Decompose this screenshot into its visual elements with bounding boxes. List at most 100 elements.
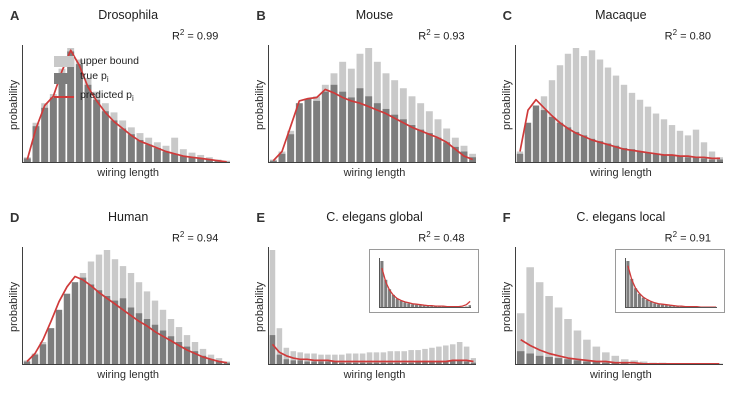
panel-header: B Mouse — [254, 8, 480, 28]
histogram-plot — [22, 45, 230, 163]
bar-upper-bound — [380, 352, 387, 364]
bar-true-pi — [468, 305, 471, 307]
bar-true-pi — [540, 110, 547, 162]
legend-item-predicted-pi: predicted pi — [54, 89, 139, 105]
bar-upper-bound — [564, 53, 571, 162]
bar-true-pi — [395, 298, 399, 307]
bar-upper-bound — [676, 130, 683, 162]
r2-label: R2 = 0.99 — [171, 28, 219, 43]
bar-true-pi — [175, 342, 183, 364]
plot-area: upper bound true pi predicted pi — [22, 45, 234, 165]
bar-true-pi — [215, 361, 223, 364]
bar-upper-bound — [394, 351, 401, 364]
bar-true-pi — [223, 161, 230, 162]
bar-true-pi — [554, 358, 562, 364]
bar-upper-bound — [636, 99, 643, 162]
bar-true-pi — [270, 335, 276, 364]
bar-upper-bound — [684, 135, 691, 162]
x-axis-label: wiring length — [97, 369, 160, 381]
panel-title-celegans-global: C. elegans global — [326, 210, 423, 224]
x-axis-label: wiring length — [343, 369, 406, 381]
bar-true-pi — [41, 107, 49, 162]
bar-true-pi — [620, 148, 627, 162]
bar-true-pi — [403, 302, 407, 307]
predicted-pi-line — [518, 98, 720, 160]
bar-true-pi — [686, 363, 695, 364]
plot-area — [268, 247, 480, 367]
bar-true-pi — [339, 362, 345, 364]
plot-row: probability — [501, 247, 727, 367]
bar-true-pi — [648, 363, 657, 364]
bar-true-pi — [649, 301, 653, 307]
bar-true-pi — [668, 305, 672, 307]
bar-true-pi — [159, 330, 167, 364]
panel-human: D Human R2 = 0.94 probability wiring len… — [0, 202, 246, 404]
bar-true-pi — [653, 303, 657, 307]
panel-letter-b: B — [256, 8, 266, 23]
bar-upper-bound — [270, 250, 276, 364]
y-axis-label: probability — [254, 79, 267, 131]
bar-true-pi — [79, 277, 87, 364]
legend-swatch-upper-bound — [54, 55, 74, 67]
bar-true-pi — [573, 360, 581, 364]
bar-true-pi — [707, 307, 710, 308]
bar-true-pi — [205, 159, 213, 162]
histogram-plot — [514, 247, 723, 365]
bar-true-pi — [548, 117, 555, 162]
bar-true-pi — [339, 91, 347, 162]
bar-true-pi — [110, 120, 118, 162]
bar-true-pi — [135, 313, 143, 364]
r2-label: R2 = 0.91 — [664, 230, 711, 245]
bar-true-pi — [443, 142, 451, 162]
bar-true-pi — [304, 361, 311, 364]
bar-true-pi — [644, 152, 651, 162]
bar-true-pi — [325, 361, 332, 364]
bar-true-pi — [171, 153, 179, 162]
bar-upper-bound — [620, 84, 627, 162]
legend: upper bound true pi predicted pi — [54, 55, 139, 105]
x-axis-label: wiring length — [589, 369, 652, 381]
bar-upper-bound — [715, 363, 723, 364]
bar-true-pi — [684, 157, 691, 162]
bar-true-pi — [318, 361, 325, 364]
legend-swatch-true-pi — [54, 72, 74, 84]
plot-area — [514, 45, 727, 165]
y-axis-label: probability — [500, 281, 513, 333]
bar-upper-bound — [535, 282, 544, 364]
bar-true-pi — [47, 328, 55, 364]
panel-letter-d: D — [10, 210, 20, 225]
plot-row: probability — [254, 247, 480, 367]
bar-true-pi — [604, 143, 611, 162]
bar-true-pi — [270, 160, 278, 162]
bar-true-pi — [374, 103, 382, 162]
bar-upper-bound — [604, 67, 611, 162]
bar-true-pi — [426, 133, 434, 162]
y-axis-label: probability — [254, 281, 267, 333]
bar-true-pi — [191, 351, 199, 364]
bar-true-pi — [55, 309, 63, 364]
bar-upper-bound — [443, 345, 449, 364]
bar-true-pi — [695, 307, 698, 308]
bar-true-pi — [296, 103, 304, 162]
bar-true-pi — [71, 282, 79, 364]
bar-true-pi — [365, 96, 373, 162]
bar-upper-bound — [556, 65, 563, 162]
bar-true-pi — [636, 151, 643, 162]
bar-upper-bound — [708, 151, 715, 162]
bar-upper-bound — [677, 363, 685, 364]
bar-upper-bound — [572, 48, 579, 162]
bar-true-pi — [111, 300, 119, 364]
r2-label: R2 = 0.94 — [171, 230, 219, 245]
bar-true-pi — [276, 354, 283, 364]
bar-true-pi — [145, 144, 153, 162]
bar-true-pi — [84, 84, 92, 162]
bar-upper-bound — [436, 346, 442, 364]
bar-true-pi — [346, 362, 352, 364]
bar-true-pi — [322, 91, 330, 162]
bar-upper-bound — [601, 352, 610, 364]
panel-mouse: B Mouse R2 = 0.93 probability wiring len… — [246, 0, 492, 202]
bar-true-pi — [408, 125, 416, 162]
panel-celegans-local: F C. elegans local R2 = 0.91 probability… — [493, 202, 739, 404]
bar-upper-bound — [652, 113, 659, 162]
predicted-pi-line — [272, 343, 474, 363]
